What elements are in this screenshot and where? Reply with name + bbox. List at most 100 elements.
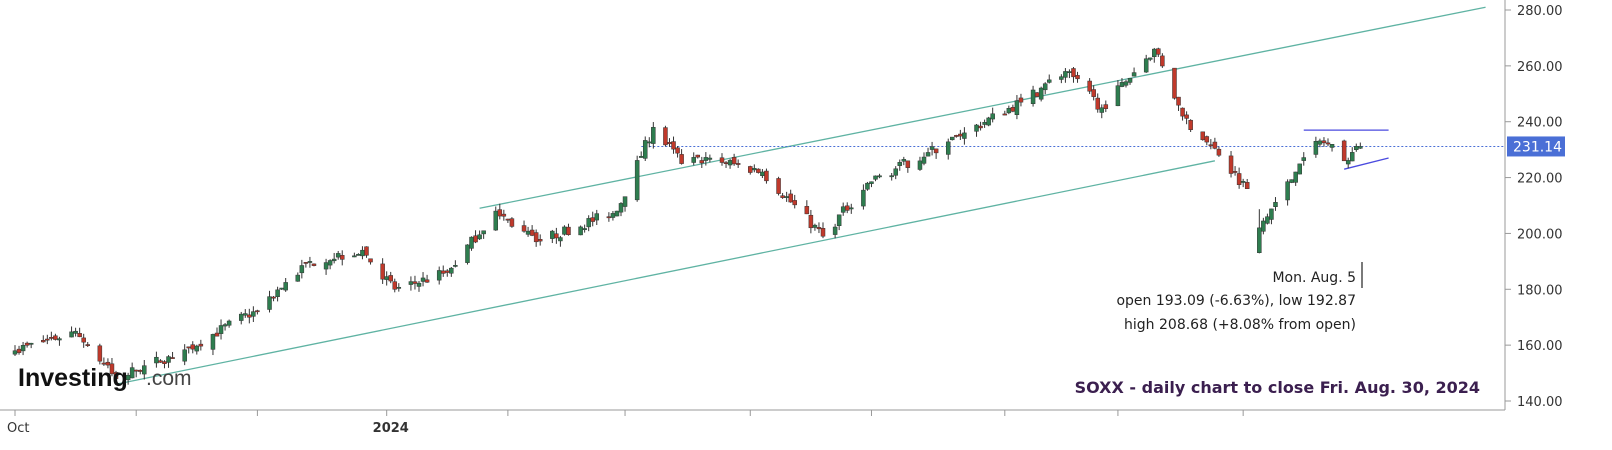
candle-body — [238, 313, 244, 321]
candle-up — [20, 341, 26, 356]
x-axis: Oct 2024 — [0, 409, 1505, 436]
candle-body — [190, 344, 196, 350]
candle-up — [267, 290, 272, 313]
candle-body — [41, 339, 46, 343]
candle-down — [663, 125, 668, 147]
candle-up — [356, 253, 361, 256]
candle-up — [889, 172, 894, 181]
candle-body — [133, 369, 139, 372]
candle-down — [844, 202, 850, 214]
candle-up — [299, 259, 305, 279]
candle-down — [1244, 178, 1250, 189]
candle-body — [921, 156, 927, 164]
candle-body — [436, 270, 442, 281]
candle-down — [97, 343, 103, 365]
candle-body — [1176, 96, 1181, 106]
candle-up — [1240, 178, 1246, 188]
candle-body — [1212, 141, 1218, 149]
candle-up — [562, 225, 567, 236]
candle-body — [844, 205, 850, 211]
candle-body — [360, 249, 365, 257]
candle-up — [578, 225, 583, 236]
candle-up — [784, 191, 789, 202]
candle-up — [69, 326, 74, 338]
candle-body — [788, 193, 793, 203]
candle-body — [764, 170, 769, 182]
candle-body — [1087, 80, 1092, 92]
candle-down — [671, 136, 676, 154]
candle-up — [897, 159, 903, 171]
candle-down — [109, 358, 115, 377]
candles — [12, 47, 1363, 385]
candle-up — [477, 230, 482, 240]
candle-down — [380, 258, 385, 284]
candle-up — [12, 345, 18, 356]
candle-body — [735, 163, 741, 165]
candle-body — [481, 230, 486, 235]
candle-up — [1046, 74, 1052, 84]
candle-body — [295, 274, 301, 282]
candle-body — [703, 157, 709, 161]
candle-body — [222, 324, 228, 327]
candle-down — [255, 309, 260, 315]
candle-body — [166, 356, 171, 363]
candle-up — [1042, 82, 1048, 95]
candle-body — [1030, 89, 1036, 104]
candle-body — [618, 203, 624, 213]
candle-body — [982, 122, 987, 125]
candle-up — [622, 196, 628, 212]
candle-body — [1115, 85, 1121, 107]
candle-body — [194, 345, 200, 352]
candle-up — [1147, 57, 1153, 62]
candle-body — [275, 289, 280, 297]
candle-up — [331, 252, 337, 264]
x-tick-label: 2024 — [373, 421, 409, 436]
candle-down — [158, 359, 163, 363]
candle-body — [889, 175, 894, 178]
candle-body — [707, 157, 713, 160]
y-tick-label: 140.00 — [1517, 395, 1563, 410]
candle-down — [1184, 111, 1189, 125]
candle-body — [113, 372, 119, 379]
candle-down — [1236, 167, 1242, 189]
candle-up — [420, 272, 426, 287]
candle-up — [929, 141, 935, 156]
candle-body — [723, 162, 729, 164]
candle-down — [723, 161, 729, 168]
candle-down — [1172, 67, 1177, 100]
candle-down — [1071, 67, 1076, 83]
candle-up — [1261, 217, 1266, 235]
candle-body — [424, 279, 430, 283]
candle-body — [554, 233, 559, 239]
y-tick-label: 260.00 — [1517, 60, 1563, 75]
candle-body — [950, 136, 955, 141]
annotation-line-2: open 193.09 (-6.63%), low 192.87 — [1116, 293, 1356, 309]
candle-body — [186, 346, 191, 349]
candle-down — [1341, 139, 1347, 162]
candle-body — [493, 210, 499, 231]
candle-body — [335, 253, 341, 258]
candle-up — [1329, 144, 1335, 152]
candle-down — [1180, 107, 1185, 121]
candle-body — [731, 157, 737, 165]
candle-down — [756, 168, 761, 174]
candle-down — [1010, 104, 1016, 113]
candle-up — [453, 260, 458, 268]
candle-body — [1236, 173, 1242, 185]
candle-up — [990, 107, 995, 123]
candle-up — [893, 166, 898, 180]
candle-body — [1075, 75, 1080, 80]
candle-body — [606, 216, 612, 219]
candle-body — [695, 154, 701, 158]
candle-body — [1147, 57, 1153, 60]
candle-body — [1046, 79, 1052, 83]
candle-body — [861, 189, 866, 207]
candle-up — [594, 209, 600, 226]
candle-body — [962, 132, 967, 139]
candle-up — [1067, 69, 1072, 79]
candle-down — [77, 327, 82, 338]
candle-up — [57, 336, 62, 346]
candle-down — [501, 209, 507, 221]
candle-body — [420, 277, 426, 282]
